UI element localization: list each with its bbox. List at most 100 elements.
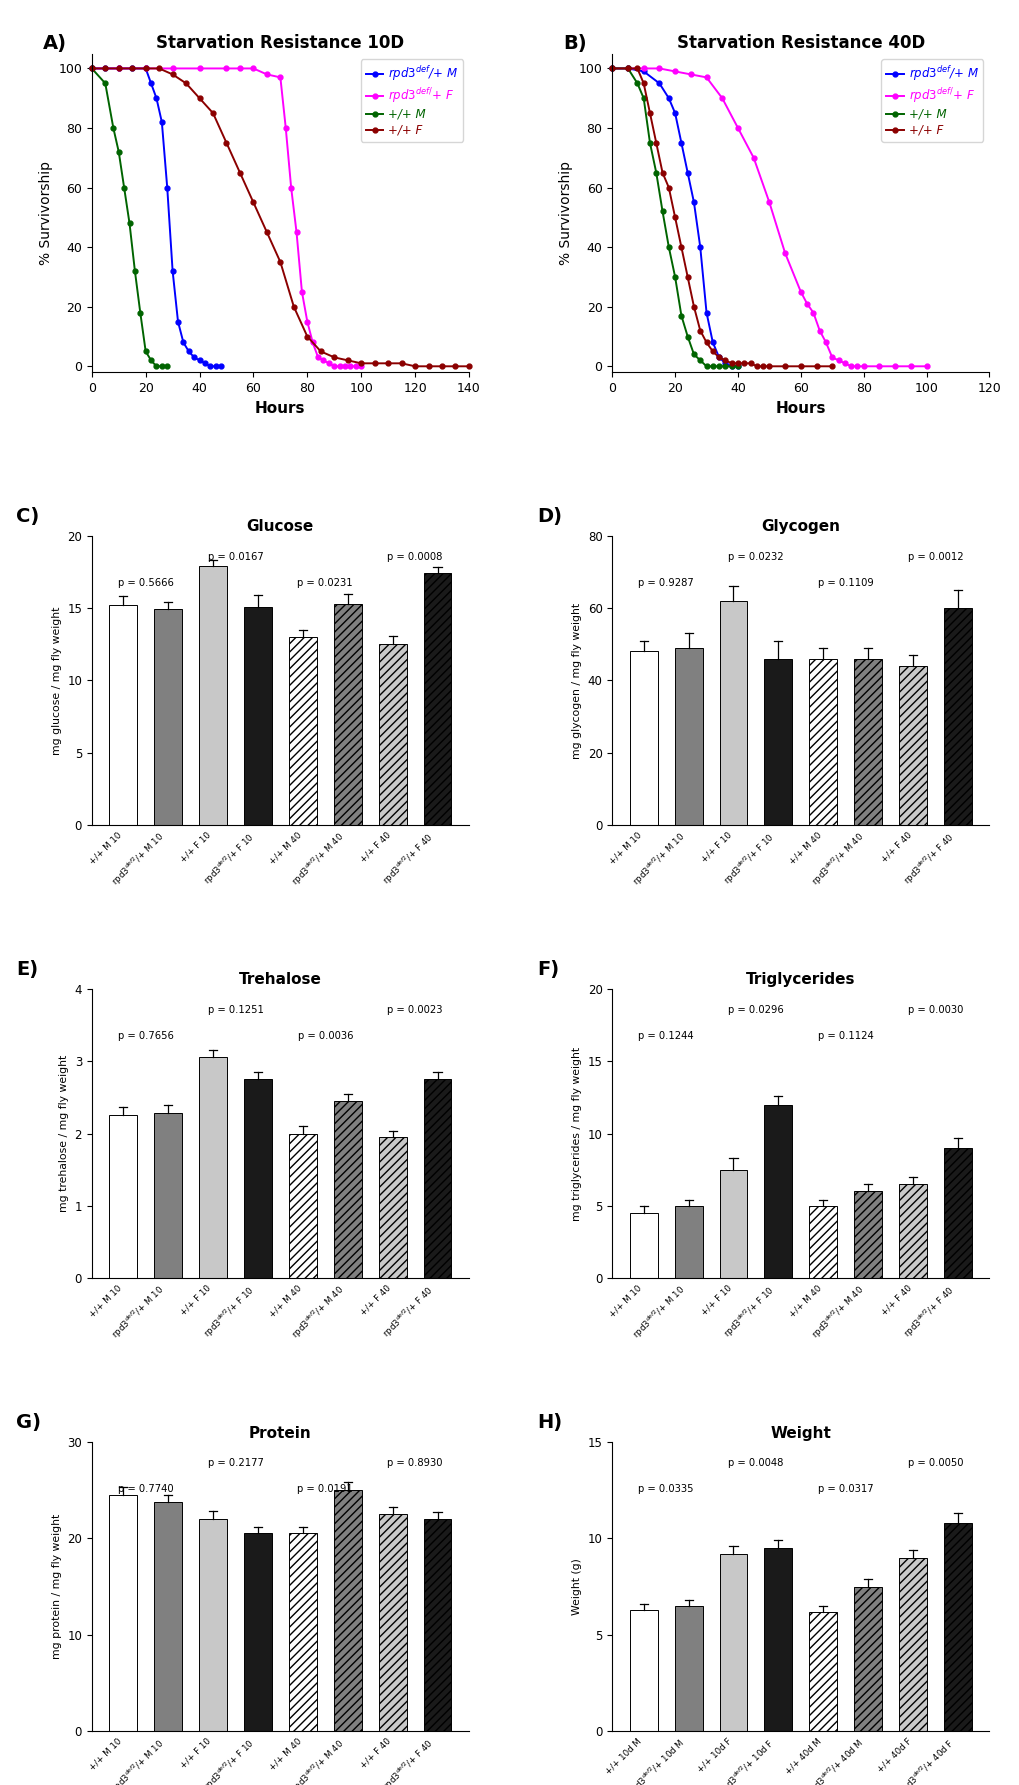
Bar xyxy=(378,1137,407,1278)
Bar xyxy=(244,1080,272,1278)
Text: p = 0.5666: p = 0.5666 xyxy=(117,578,173,587)
Bar xyxy=(244,607,272,825)
Bar xyxy=(109,1116,137,1278)
Bar xyxy=(154,1501,181,1731)
Bar xyxy=(944,1523,971,1731)
Text: p = 0.1244: p = 0.1244 xyxy=(638,1030,693,1041)
Text: p = 0.0036: p = 0.0036 xyxy=(298,1030,353,1041)
Bar xyxy=(288,1533,317,1731)
Legend: $rpd3^{def}$/+ M, $rpd3^{def/}$+ F, +/+ M, +/+ F: $rpd3^{def}$/+ M, $rpd3^{def/}$+ F, +/+ … xyxy=(880,59,982,141)
Text: C): C) xyxy=(16,507,40,525)
Bar xyxy=(423,573,451,825)
Bar xyxy=(199,1057,226,1278)
Legend: $rpd3^{def}$/+ M, $rpd3^{def/}$+ F, +/+ M, +/+ F: $rpd3^{def}$/+ M, $rpd3^{def/}$+ F, +/+ … xyxy=(361,59,463,141)
Bar xyxy=(333,603,362,825)
Text: p = 0.9287: p = 0.9287 xyxy=(638,578,693,587)
Y-axis label: % Survivorship: % Survivorship xyxy=(558,161,573,264)
Text: A): A) xyxy=(43,34,66,54)
Bar xyxy=(899,1558,926,1731)
Title: Starvation Resistance 40D: Starvation Resistance 40D xyxy=(676,34,924,52)
Text: p = 0.0317: p = 0.0317 xyxy=(817,1483,872,1494)
Text: p = 0.1124: p = 0.1124 xyxy=(817,1030,872,1041)
Text: p = 0.0335: p = 0.0335 xyxy=(638,1483,693,1494)
Bar xyxy=(423,1080,451,1278)
X-axis label: Hours: Hours xyxy=(255,400,306,416)
Bar xyxy=(423,1519,451,1731)
Bar xyxy=(199,566,226,825)
Bar xyxy=(674,648,702,825)
Title: Triglycerides: Triglycerides xyxy=(745,973,855,987)
Text: p = 0.0191: p = 0.0191 xyxy=(298,1483,353,1494)
Text: p = 0.0232: p = 0.0232 xyxy=(728,552,783,562)
Bar xyxy=(154,609,181,825)
Text: p = 0.2177: p = 0.2177 xyxy=(207,1458,263,1467)
Bar xyxy=(763,1548,792,1731)
Text: p = 0.8930: p = 0.8930 xyxy=(387,1458,442,1467)
Bar xyxy=(154,1114,181,1278)
Bar xyxy=(109,605,137,825)
Bar xyxy=(808,659,837,825)
Bar xyxy=(899,666,926,825)
Bar xyxy=(854,1587,881,1731)
Bar xyxy=(629,1214,657,1278)
Text: p = 0.0167: p = 0.0167 xyxy=(208,552,263,562)
Text: p = 0.0231: p = 0.0231 xyxy=(298,578,353,587)
Title: Glucose: Glucose xyxy=(247,519,314,534)
Y-axis label: mg glycogen / mg fly weight: mg glycogen / mg fly weight xyxy=(572,602,582,759)
Title: Starvation Resistance 10D: Starvation Resistance 10D xyxy=(156,34,405,52)
Text: p = 0.0296: p = 0.0296 xyxy=(728,1005,783,1014)
Title: Protein: Protein xyxy=(249,1426,312,1440)
Y-axis label: mg trehalose / mg fly weight: mg trehalose / mg fly weight xyxy=(59,1055,69,1212)
Text: E): E) xyxy=(16,960,39,978)
Bar xyxy=(109,1494,137,1731)
Bar xyxy=(244,1533,272,1731)
Bar xyxy=(333,1490,362,1731)
Text: p = 0.0012: p = 0.0012 xyxy=(907,552,962,562)
Bar xyxy=(763,659,792,825)
Bar xyxy=(763,1105,792,1278)
Bar xyxy=(378,644,407,825)
Bar xyxy=(854,659,881,825)
Bar xyxy=(808,1612,837,1731)
Bar xyxy=(808,1207,837,1278)
Bar xyxy=(718,1553,747,1731)
Y-axis label: mg triglycerides / mg fly weight: mg triglycerides / mg fly weight xyxy=(572,1046,582,1221)
Text: p = 0.0050: p = 0.0050 xyxy=(907,1458,962,1467)
Bar xyxy=(899,1183,926,1278)
Y-axis label: % Survivorship: % Survivorship xyxy=(39,161,53,264)
Text: p = 0.0048: p = 0.0048 xyxy=(728,1458,783,1467)
Bar xyxy=(288,637,317,825)
Y-axis label: mg protein / mg fly weight: mg protein / mg fly weight xyxy=(52,1514,61,1660)
Bar xyxy=(944,1148,971,1278)
Bar xyxy=(854,1191,881,1278)
Bar xyxy=(333,1101,362,1278)
Bar xyxy=(629,1610,657,1731)
X-axis label: Hours: Hours xyxy=(774,400,825,416)
Bar xyxy=(718,1169,747,1278)
Text: p = 0.0030: p = 0.0030 xyxy=(907,1005,962,1014)
Bar xyxy=(674,1606,702,1731)
Text: D): D) xyxy=(536,507,561,525)
Bar xyxy=(944,609,971,825)
Y-axis label: Weight (g): Weight (g) xyxy=(572,1558,582,1615)
Text: H): H) xyxy=(536,1412,561,1432)
Title: Trehalose: Trehalose xyxy=(238,973,321,987)
Title: Glycogen: Glycogen xyxy=(760,519,840,534)
Text: p = 0.7740: p = 0.7740 xyxy=(118,1483,173,1494)
Text: p = 0.1251: p = 0.1251 xyxy=(207,1005,263,1014)
Text: p = 0.7656: p = 0.7656 xyxy=(117,1030,173,1041)
Text: p = 0.0023: p = 0.0023 xyxy=(387,1005,442,1014)
Bar xyxy=(674,1207,702,1278)
Text: p = 0.1109: p = 0.1109 xyxy=(817,578,872,587)
Bar xyxy=(629,652,657,825)
Title: Weight: Weight xyxy=(769,1426,830,1440)
Bar xyxy=(199,1519,226,1731)
Bar xyxy=(378,1514,407,1731)
Bar xyxy=(288,1133,317,1278)
Y-axis label: mg glucose / mg fly weight: mg glucose / mg fly weight xyxy=(52,607,61,755)
Text: F): F) xyxy=(536,960,558,978)
Bar xyxy=(718,602,747,825)
Text: p = 0.0008: p = 0.0008 xyxy=(387,552,442,562)
Text: B): B) xyxy=(562,34,586,54)
Text: G): G) xyxy=(16,1412,42,1432)
